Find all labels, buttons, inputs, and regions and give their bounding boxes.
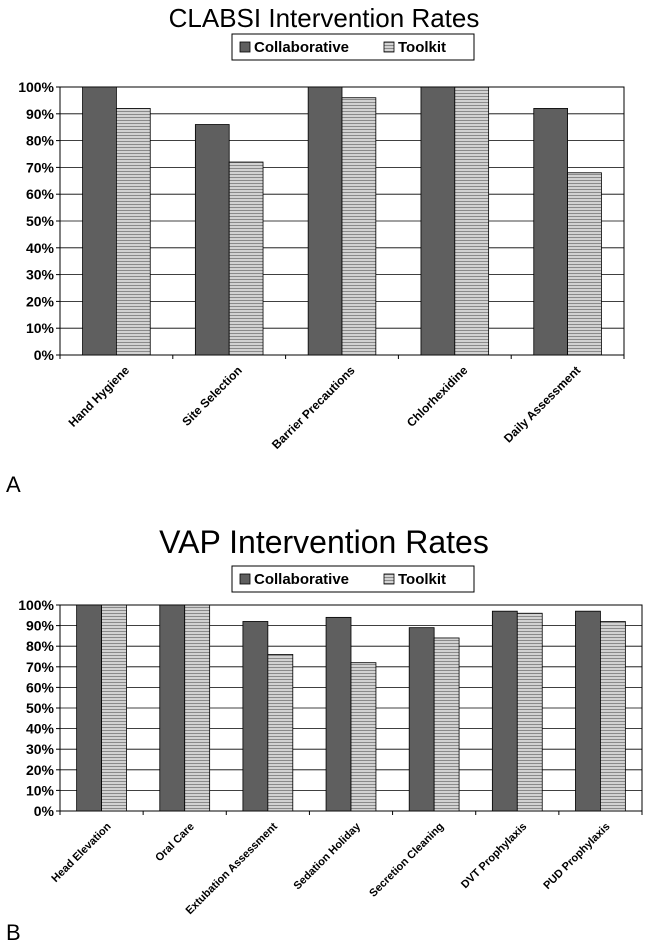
legend-swatch-collaborative [239, 573, 251, 585]
y-tick-label: 90% [26, 106, 55, 122]
legend-swatch-toolkit [383, 573, 395, 585]
vap-chart: VAP Intervention Rates Collaborative Toolk… [6, 524, 643, 945]
x-category-label: PUD Prophylaxis [541, 821, 612, 892]
bar-collaborative [325, 616, 352, 812]
y-tick-label: 10% [26, 320, 55, 336]
legend-swatch-toolkit [383, 41, 395, 53]
y-tick-label: 60% [26, 679, 55, 695]
y-tick-label: 0% [34, 803, 55, 819]
chart-title: CLABSI Intervention Rates [169, 3, 480, 33]
x-category-label: Barrier Precautions [269, 363, 358, 452]
y-tick-label: 70% [26, 659, 55, 675]
y-tick-label: 80% [26, 638, 55, 654]
bar-collaborative [194, 124, 230, 356]
x-category-label: Head Elevation [49, 820, 113, 884]
bar-collaborative [159, 604, 186, 812]
legend-box [231, 565, 475, 593]
vap-chart-panel: VAP Intervention Rates Collaborative Toolk… [0, 520, 648, 947]
x-category-label: Sedation Holiday [292, 820, 364, 892]
x-category-label: Site Selection [179, 363, 245, 429]
legend-box [231, 33, 475, 61]
bar-collaborative [533, 108, 569, 356]
y-tick-label: 30% [26, 741, 55, 757]
y-tick-label: 50% [26, 700, 55, 716]
y-tick-label: 80% [26, 133, 55, 149]
legend-label-toolkit: Toolkit [398, 571, 446, 588]
bar-collaborative [420, 86, 456, 356]
x-category-label: Daily Assessment [501, 363, 583, 445]
legend-label-toolkit: Toolkit [398, 39, 446, 56]
y-tick-label: 40% [26, 721, 55, 737]
y-tick-label: 100% [18, 597, 54, 613]
bar-toolkit [600, 621, 626, 812]
bar-collaborative [408, 627, 435, 812]
y-tick-label: 100% [18, 79, 54, 95]
bar-toolkit [101, 604, 127, 812]
legend-label-collaborative: Collaborative [254, 39, 349, 56]
y-tick-label: 10% [26, 782, 55, 798]
y-tick-label: 30% [26, 267, 55, 283]
legend-swatch-collaborative [239, 41, 251, 53]
bar-collaborative [82, 86, 117, 356]
bar-toolkit [567, 172, 602, 356]
bar-toolkit [184, 604, 211, 812]
bar-collaborative [76, 604, 102, 812]
x-category-label: Extubation Assessment [184, 820, 281, 917]
legend-label-collaborative: Collaborative [254, 571, 349, 588]
y-tick-label: 60% [26, 186, 55, 202]
clabsi-chart-panel: CLABSI Intervention Rates Collaborative To… [6, 3, 625, 497]
bar-toolkit [267, 654, 294, 812]
y-tick-label: 0% [34, 347, 55, 363]
bar-toolkit [454, 86, 490, 356]
clabsi-chart: CLABSI Intervention Rates Collaborative To… [6, 3, 625, 497]
bar-collaborative [307, 86, 343, 356]
bar-toolkit [516, 612, 543, 812]
x-category-label: DVT Prophylaxis [459, 821, 529, 891]
bar-collaborative [491, 610, 518, 812]
bar-toolkit [341, 97, 377, 356]
y-tick-label: 90% [26, 618, 55, 634]
y-tick-label: 40% [26, 240, 55, 256]
x-category-label: Oral Care [153, 821, 197, 865]
x-category-label: Secretion Cleaning [367, 821, 446, 900]
panel-letter: A [6, 472, 21, 497]
y-tick-label: 20% [26, 293, 55, 309]
bar-toolkit [116, 108, 151, 356]
y-tick-label: 20% [26, 762, 55, 778]
bar-toolkit [228, 161, 264, 356]
bar-collaborative [242, 621, 269, 812]
panel-letter: B [6, 920, 21, 945]
x-category-label: Hand Hygiene [66, 363, 133, 430]
y-tick-label: 70% [26, 159, 55, 175]
bar-toolkit [433, 637, 460, 812]
y-tick-label: 50% [26, 213, 55, 229]
x-category-label: Chlorhexidine [404, 363, 471, 430]
bar-collaborative [575, 610, 601, 812]
bar-toolkit [350, 662, 377, 812]
chart-title: VAP Intervention Rates [159, 524, 489, 560]
